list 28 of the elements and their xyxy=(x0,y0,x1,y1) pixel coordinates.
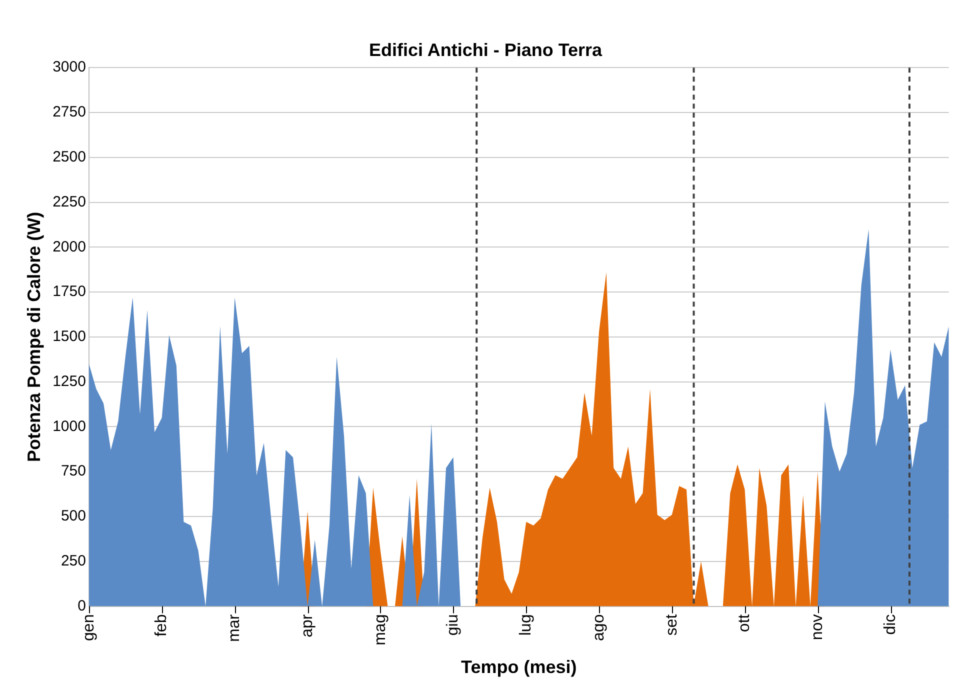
y-tick-label: 1750 xyxy=(52,283,86,300)
x-tick-label: ago xyxy=(590,614,608,641)
y-tick-label: 2250 xyxy=(52,193,86,210)
x-tick-label: feb xyxy=(153,614,170,637)
x-tick-label: apr xyxy=(298,614,316,638)
y-tick-label: 3000 xyxy=(52,58,86,76)
y-tick-label: 1000 xyxy=(52,418,86,435)
x-tick-label: mar xyxy=(226,614,244,642)
x-tick-label: gen xyxy=(80,614,98,641)
x-tick-label: set xyxy=(663,614,680,636)
x-tick-label: mag xyxy=(372,614,389,646)
y-tick-label: 0 xyxy=(78,597,86,614)
y-tick-label: 2000 xyxy=(52,238,86,256)
x-tick-label: lug xyxy=(518,614,535,636)
y-tick-label: 2750 xyxy=(52,104,86,121)
x-tick-label: ott xyxy=(736,614,754,632)
chart-title: Edifici Antichi - Piano Terra xyxy=(368,40,603,60)
x-axis-title: Tempo (mesi) xyxy=(461,657,577,678)
y-tick-label: 250 xyxy=(60,552,86,570)
y-tick-label: 1250 xyxy=(52,372,86,390)
y-tick-label: 2500 xyxy=(52,148,86,166)
y-axis-title: Potenza Pompe di Calore (W) xyxy=(24,212,44,462)
x-tick-label: dic xyxy=(882,614,899,635)
y-tick-label: 1500 xyxy=(52,328,86,346)
x-tick-label: nov xyxy=(809,614,826,640)
y-tick-label: 500 xyxy=(60,508,86,525)
x-tick-label: giu xyxy=(444,614,462,636)
y-tick-label: 750 xyxy=(60,462,86,480)
